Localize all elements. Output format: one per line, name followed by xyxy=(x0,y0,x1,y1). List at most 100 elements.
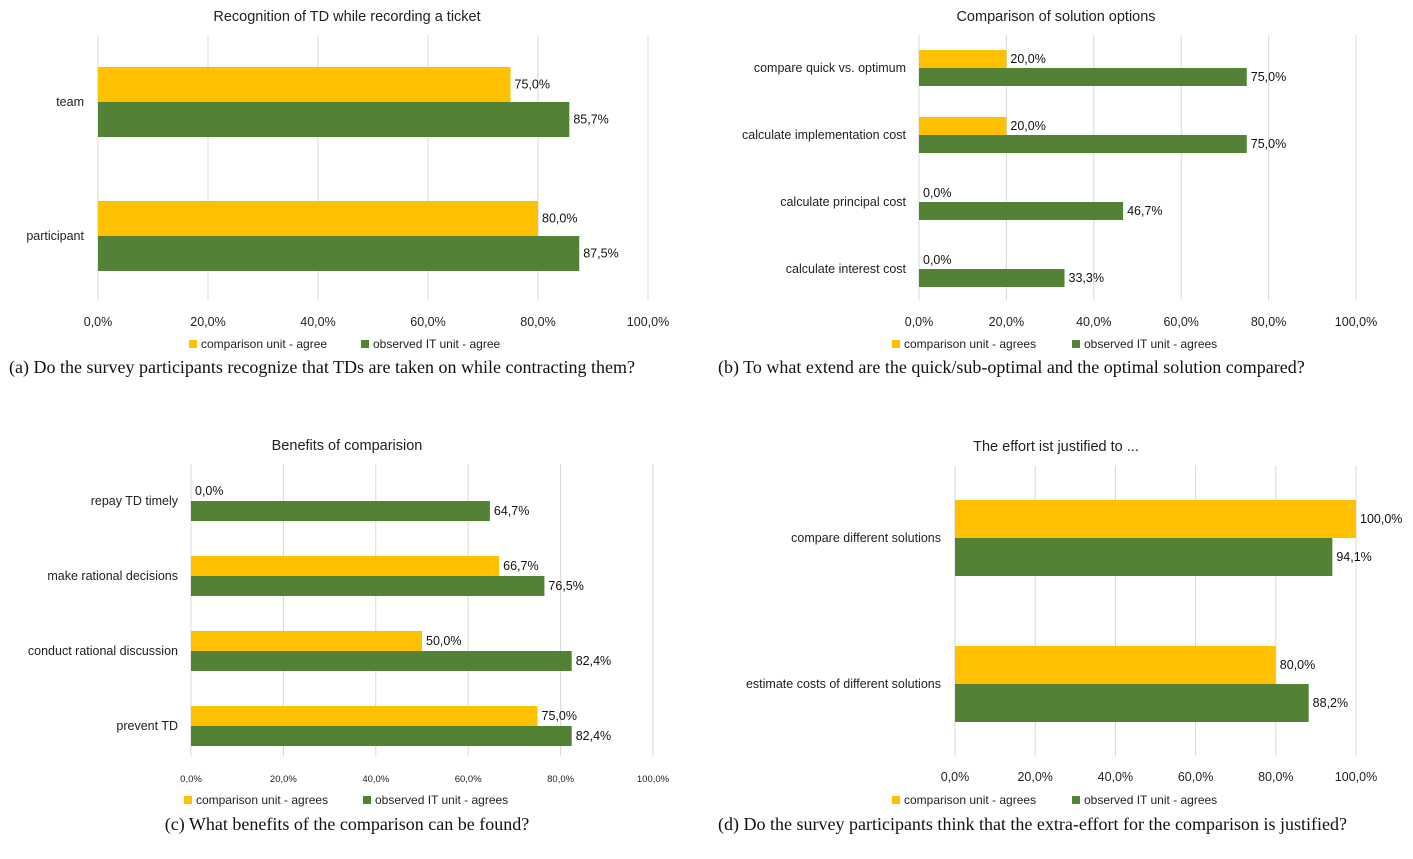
x-tick-label: 60,0% xyxy=(1178,770,1213,784)
bar-observed xyxy=(919,68,1247,86)
legend-swatch xyxy=(184,796,192,804)
data-label: 46,7% xyxy=(1127,204,1162,218)
x-tick-label: 100,0% xyxy=(1335,770,1377,784)
data-label: 75,0% xyxy=(515,78,550,92)
category-label: conduct rational discussion xyxy=(28,644,178,658)
data-label: 88,2% xyxy=(1313,696,1348,710)
legend-label: observed IT unit - agrees xyxy=(375,793,508,807)
data-label: 80,0% xyxy=(542,212,577,226)
x-tick-label: 40,0% xyxy=(300,315,335,329)
x-tick-label: 20,0% xyxy=(190,315,225,329)
x-tick-label: 40,0% xyxy=(362,774,389,785)
chart-title: The effort ist justified to ... xyxy=(973,439,1139,455)
x-tick-label: 20,0% xyxy=(1017,770,1052,784)
bar-observed xyxy=(191,651,572,671)
bar-observed xyxy=(98,236,580,271)
x-tick-label: 80,0% xyxy=(520,315,555,329)
x-tick-label: 60,0% xyxy=(455,774,482,785)
data-label: 75,0% xyxy=(542,709,577,723)
chart-title: Comparison of solution options xyxy=(956,9,1155,25)
legend-swatch xyxy=(892,340,900,348)
bar-observed xyxy=(191,501,490,521)
data-label: 75,0% xyxy=(1251,137,1286,151)
x-tick-label: 0,0% xyxy=(905,315,934,329)
legend-swatch xyxy=(189,340,197,348)
data-label: 85,7% xyxy=(573,113,608,127)
x-tick-label: 0,0% xyxy=(180,774,202,785)
x-tick-label: 0,0% xyxy=(941,770,970,784)
legend-label: observed IT unit - agrees xyxy=(1084,793,1217,807)
bar-comparison xyxy=(98,67,511,102)
category-label: make rational decisions xyxy=(47,569,178,583)
bar-comparison xyxy=(955,500,1356,538)
x-tick-label: 100,0% xyxy=(1335,315,1377,329)
x-tick-label: 60,0% xyxy=(410,315,445,329)
category-label: team xyxy=(56,95,84,109)
category-label: compare quick vs. optimum xyxy=(754,61,906,75)
legend-label: comparison unit - agrees xyxy=(196,793,328,807)
data-label: 87,5% xyxy=(583,247,618,261)
data-label: 80,0% xyxy=(1280,658,1315,672)
x-tick-label: 20,0% xyxy=(989,315,1024,329)
data-label: 50,0% xyxy=(426,634,461,648)
data-label: 0,0% xyxy=(195,484,224,498)
data-label: 76,5% xyxy=(548,579,583,593)
legend-label: observed IT unit - agree xyxy=(373,337,501,351)
x-tick-label: 40,0% xyxy=(1098,770,1133,784)
bar-observed xyxy=(919,202,1124,220)
data-label: 20,0% xyxy=(1010,119,1045,133)
caption-c: (c) What benefits of the comparison can … xyxy=(164,814,530,834)
bar-observed xyxy=(919,135,1247,153)
bar-observed xyxy=(955,684,1309,722)
data-label: 94,1% xyxy=(1336,550,1371,564)
caption-d: (d) Do the survey participants think tha… xyxy=(718,814,1347,834)
data-label: 33,3% xyxy=(1069,271,1104,285)
x-tick-label: 100,0% xyxy=(627,315,669,329)
bar-observed xyxy=(191,726,572,746)
x-tick-label: 0,0% xyxy=(84,315,113,329)
data-label: 64,7% xyxy=(494,504,529,518)
caption-b: (b) To what extend are the quick/sub-opt… xyxy=(718,357,1305,377)
category-label: prevent TD xyxy=(116,719,178,733)
category-label: calculate principal cost xyxy=(780,195,906,209)
legend-swatch xyxy=(1072,340,1080,348)
data-label: 75,0% xyxy=(1251,70,1286,84)
legend-swatch xyxy=(892,796,900,804)
bar-observed xyxy=(98,102,570,137)
legend-swatch xyxy=(363,796,371,804)
category-label: estimate costs of different solutions xyxy=(746,677,941,691)
data-label: 66,7% xyxy=(503,559,538,573)
chart-title: Recognition of TD while recording a tick… xyxy=(213,9,480,25)
category-label: participant xyxy=(26,229,84,243)
bar-comparison xyxy=(98,201,538,236)
category-label: repay TD timely xyxy=(91,494,179,508)
x-tick-label: 80,0% xyxy=(1258,770,1293,784)
data-label: 82,4% xyxy=(576,654,611,668)
bar-comparison xyxy=(191,706,538,726)
legend-label: comparison unit - agree xyxy=(201,337,327,351)
x-tick-label: 80,0% xyxy=(1251,315,1286,329)
data-label: 100,0% xyxy=(1360,512,1402,526)
category-label: calculate interest cost xyxy=(786,262,907,276)
bar-observed xyxy=(955,538,1333,576)
legend-swatch xyxy=(1072,796,1080,804)
bar-comparison xyxy=(919,50,1007,68)
chart-title: Benefits of comparision xyxy=(272,438,423,454)
x-tick-label: 40,0% xyxy=(1076,315,1111,329)
legend-label: observed IT unit - agrees xyxy=(1084,337,1217,351)
bar-comparison xyxy=(191,631,422,651)
data-label: 0,0% xyxy=(923,253,952,267)
category-label: compare different solutions xyxy=(791,531,941,545)
bar-comparison xyxy=(919,117,1007,135)
legend-label: comparison unit - agrees xyxy=(904,337,1036,351)
bar-observed xyxy=(919,269,1065,287)
x-tick-label: 60,0% xyxy=(1163,315,1198,329)
category-label: calculate implementation cost xyxy=(742,128,906,142)
bar-comparison xyxy=(955,646,1276,684)
legend-swatch xyxy=(361,340,369,348)
data-label: 82,4% xyxy=(576,729,611,743)
data-label: 20,0% xyxy=(1010,52,1045,66)
legend-label: comparison unit - agrees xyxy=(904,793,1036,807)
data-label: 0,0% xyxy=(923,186,952,200)
